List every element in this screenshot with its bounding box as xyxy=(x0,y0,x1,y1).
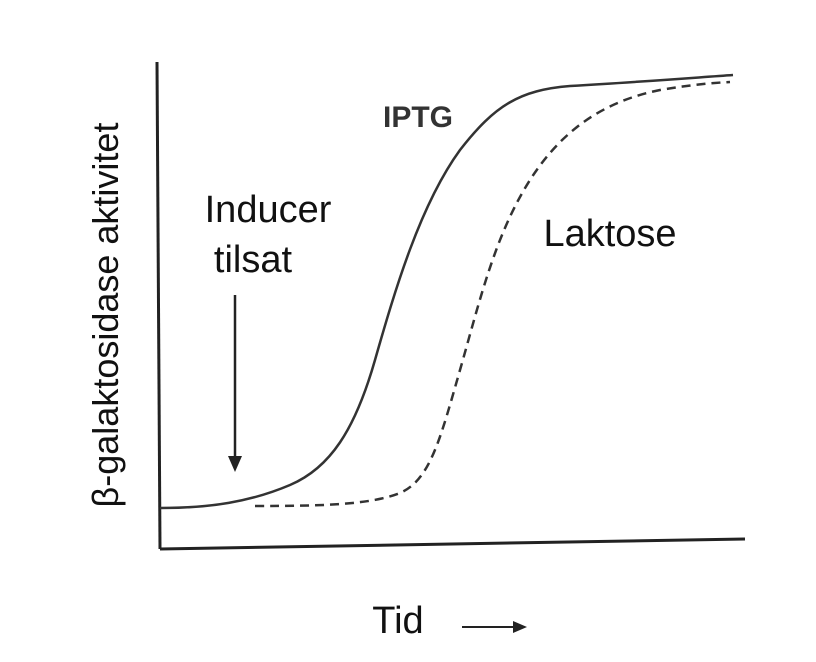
annotation-line: tilsat xyxy=(214,239,293,281)
lactose-curve xyxy=(254,80,731,508)
annotation-line: Inducer xyxy=(205,189,332,231)
iptg-curve xyxy=(159,73,734,510)
x-axis xyxy=(159,537,746,551)
y-axis-label: β-galaktosidase aktivitet xyxy=(85,123,126,508)
iptg-label: IPTG xyxy=(383,101,453,134)
inducer-arrowhead xyxy=(228,456,242,472)
x-axis-label: Tid xyxy=(372,600,423,642)
lactose-label: Laktose xyxy=(543,213,676,255)
time-arrowhead xyxy=(513,621,527,633)
y-axis xyxy=(155,61,162,550)
